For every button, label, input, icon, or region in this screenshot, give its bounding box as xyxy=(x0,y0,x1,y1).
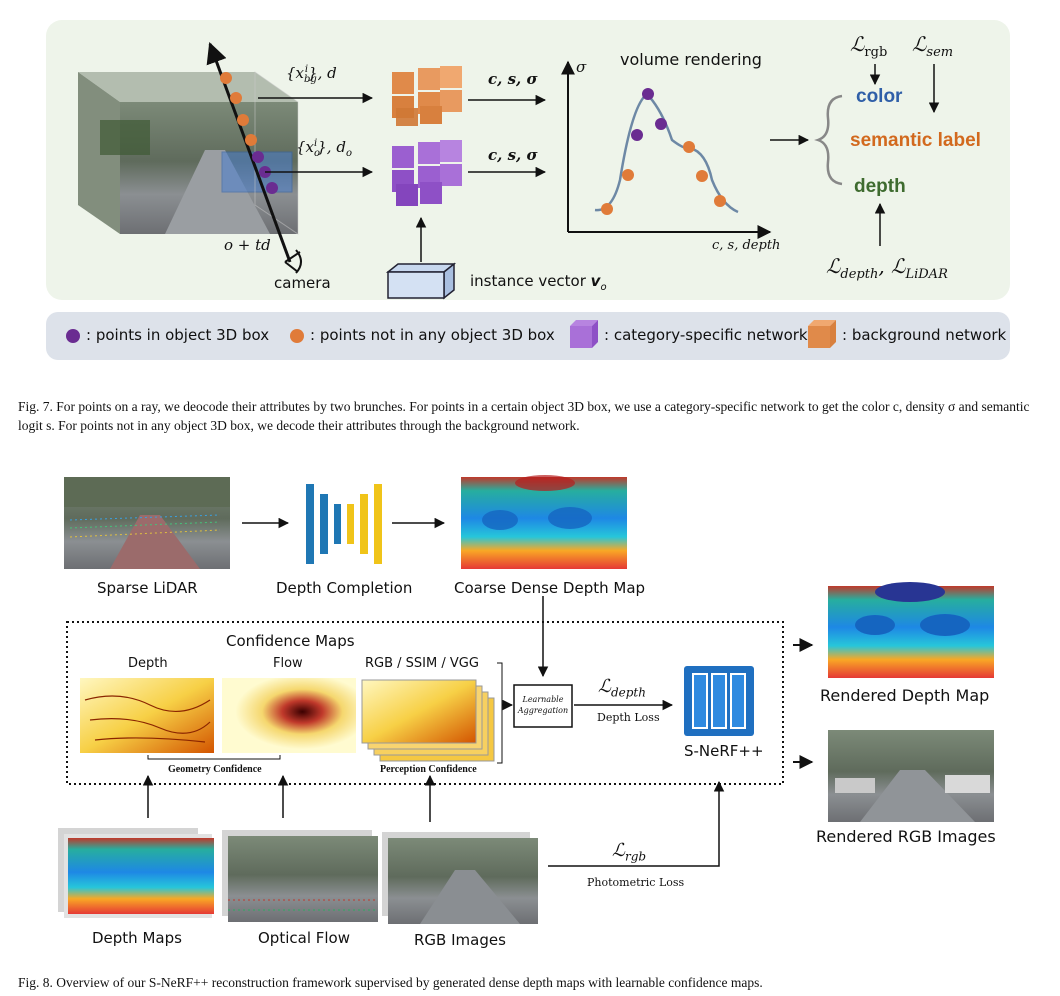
legend-purple-network: : category-specific network xyxy=(604,326,808,344)
loss-rgb-label: ℒrgb xyxy=(850,32,888,60)
coarse-depth-map-image xyxy=(461,475,627,569)
volume-rendering-label: volume rendering xyxy=(620,50,762,69)
output-semantic: semantic label xyxy=(850,130,981,151)
rgb-confidence-stack xyxy=(361,679,495,762)
legend-orange-network: : background network xyxy=(842,326,1007,344)
category-network-icon xyxy=(392,140,462,206)
snerf-network-icon xyxy=(684,666,754,736)
rgb-ssim-vgg-label: RGB / SSIM / VGG xyxy=(365,656,479,671)
fig7-legend-panel xyxy=(46,312,1010,360)
rendered-rgb-image xyxy=(828,730,994,822)
sparse-lidar-label: Sparse LiDAR xyxy=(97,579,198,597)
depth-completion-label: Depth Completion xyxy=(276,579,413,597)
brace xyxy=(814,94,843,186)
loss-depth-label: ℒdepth, ℒLiDAR xyxy=(826,254,948,282)
depth-maps-image xyxy=(58,828,214,918)
ray-equation: o + td xyxy=(224,236,271,254)
geometry-confidence-label: Geometry Confidence xyxy=(168,764,262,775)
learnable-aggregation-label: Learnable Aggregation xyxy=(517,695,569,715)
fig8-loss-rgb: ℒrgb xyxy=(612,840,647,864)
snerf-label: S-NeRF++ xyxy=(684,742,764,760)
ray-bg-label: {xbgi}, d xyxy=(286,64,337,85)
background-network-icon xyxy=(392,66,462,126)
legend-orange-cube xyxy=(808,320,836,348)
output-color: color xyxy=(856,86,903,107)
flow-conf-label: Flow xyxy=(273,656,303,671)
loss-sem-label: ℒsem xyxy=(912,32,954,60)
ray-obj-label: {xoi}, do xyxy=(296,138,352,159)
rgb-images-label: RGB Images xyxy=(414,931,506,949)
legend-orange-points: : points not in any object 3D box xyxy=(310,326,555,344)
rendered-depth-label: Rendered Depth Map xyxy=(820,686,990,705)
instance-vector-box xyxy=(385,262,457,300)
rendered-depth-map-image xyxy=(828,582,994,678)
perception-confidence-label: Perception Confidence xyxy=(380,764,477,775)
output-obj-label: c, s, σ xyxy=(488,146,538,164)
depth-confidence-image xyxy=(80,678,214,753)
curve-points xyxy=(601,88,726,215)
ray-points xyxy=(220,72,278,194)
legend-orange-point xyxy=(290,329,304,343)
depth-loss-label: Depth Loss xyxy=(597,711,660,724)
x-axis-label: c, s, depth xyxy=(712,238,781,253)
fig7-caption: Fig. 7. For points on a ray, we deocode … xyxy=(18,399,1030,433)
output-depth: depth xyxy=(854,176,906,197)
sigma-axis-label: σ xyxy=(576,58,587,76)
legend-purple-points: : points in object 3D box xyxy=(86,326,270,344)
rendered-rgb-label: Rendered RGB Images xyxy=(816,827,996,846)
learnable-aggregation-box xyxy=(513,684,573,728)
depth-conf-label: Depth xyxy=(128,656,168,671)
density-curve xyxy=(594,92,739,214)
legend-purple-point xyxy=(66,329,80,343)
output-bg-label: c, s, σ xyxy=(488,70,538,88)
instance-vector-label: instance vector vo xyxy=(470,272,607,293)
fig8-loss-depth: ℒdepth xyxy=(598,676,646,700)
fig8-caption: Fig. 8. Overview of our S-NeRF++ reconst… xyxy=(18,975,763,990)
coarse-depth-label: Coarse Dense Depth Map xyxy=(454,579,646,597)
camera-label: camera xyxy=(274,274,331,292)
sparse-lidar-image xyxy=(64,477,230,569)
optical-flow-image xyxy=(222,830,378,922)
flow-confidence-image xyxy=(222,678,356,753)
scene-cube xyxy=(78,71,299,235)
optical-flow-label: Optical Flow xyxy=(258,929,350,947)
photometric-loss-label: Photometric Loss xyxy=(587,876,685,889)
depth-completion-icon xyxy=(306,484,382,564)
rgb-images-stack xyxy=(382,832,538,924)
depth-maps-label: Depth Maps xyxy=(92,929,182,947)
confidence-maps-label: Confidence Maps xyxy=(226,632,355,650)
legend-purple-cube xyxy=(570,320,598,348)
